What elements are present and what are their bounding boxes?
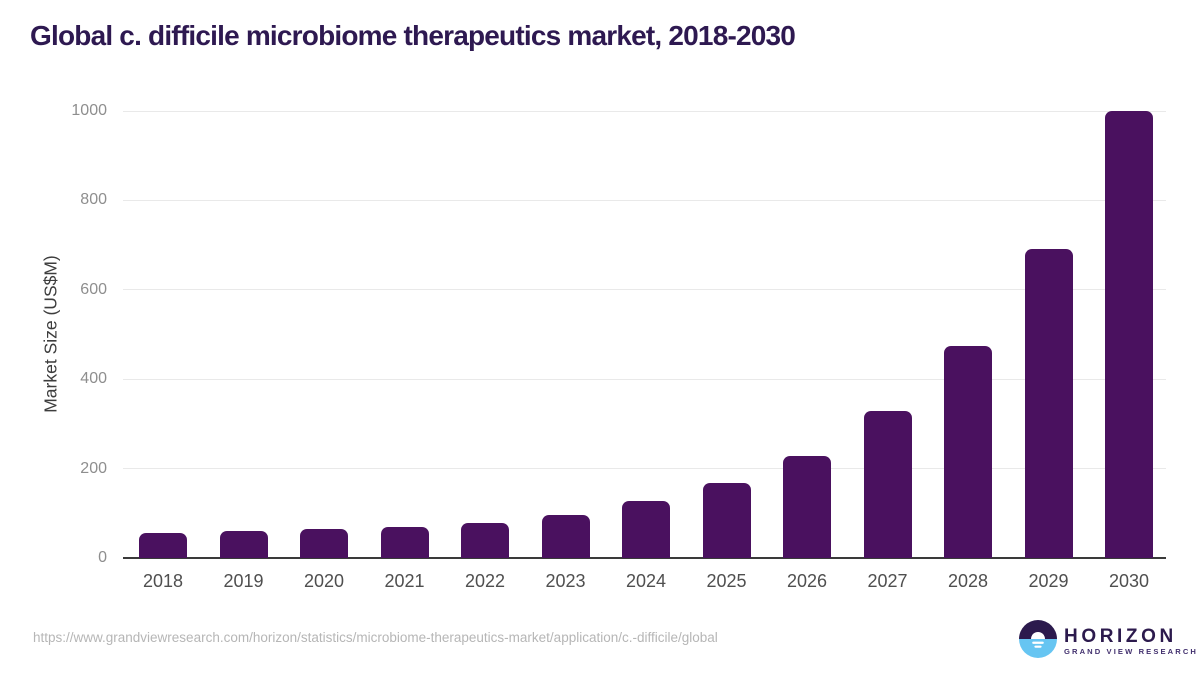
source-url: https://www.grandviewresearch.com/horizo… xyxy=(33,630,718,645)
x-tick-label-2018: 2018 xyxy=(142,571,184,591)
horizon-logo: HORIZON GRAND VIEW RESEARCH xyxy=(1019,620,1198,663)
x-tick-label-2030: 2030 xyxy=(1108,571,1150,591)
x-tick-label-2029: 2029 xyxy=(1028,571,1069,591)
x-tick-label-2024: 2024 xyxy=(625,571,667,591)
bar-2030 xyxy=(1105,111,1153,558)
gridline-1000 xyxy=(123,110,1166,112)
gridline-400 xyxy=(123,378,1166,380)
bar-2019 xyxy=(219,530,268,558)
x-tick-label-2019: 2019 xyxy=(223,571,264,591)
horizon-logo-icon xyxy=(1019,620,1057,663)
plot-area: 0 200 400 600 800 1000 2018 2019 2020 2021 2022 202… xyxy=(71,102,1166,591)
x-tick-label-2020: 2020 xyxy=(303,571,345,591)
bar-2028 xyxy=(944,345,992,558)
x-tick-label-2025: 2025 xyxy=(706,571,747,591)
bar-2018 xyxy=(139,533,187,558)
gridline-600 xyxy=(123,289,1166,291)
x-tick-label-2021: 2021 xyxy=(384,571,425,591)
bar-2021 xyxy=(380,526,429,558)
y-tick-label-400: 400 xyxy=(80,370,107,388)
x-axis-line xyxy=(123,557,1166,559)
y-tick-label-200: 200 xyxy=(80,459,107,477)
x-tick-label-2028: 2028 xyxy=(947,571,989,591)
gridline-800 xyxy=(123,199,1166,201)
y-tick-label-1000: 1000 xyxy=(71,102,107,119)
page-title: Global c. difficile microbiome therapeut… xyxy=(30,20,796,51)
bar-2026 xyxy=(783,456,831,558)
y-tick-label-600: 600 xyxy=(80,280,107,298)
y-tick-label-0: 0 xyxy=(98,549,107,566)
bar-2020 xyxy=(300,529,348,558)
y-tick-label-800: 800 xyxy=(80,191,107,209)
x-tick-label-2022: 2022 xyxy=(464,571,506,591)
x-tick-label-2027: 2027 xyxy=(867,571,908,591)
bar-2025 xyxy=(702,483,751,558)
x-tick-label-2023: 2023 xyxy=(545,571,586,591)
x-tick-label-2026: 2026 xyxy=(786,571,828,591)
gridline-200 xyxy=(123,468,1166,470)
logo-brand: HORIZON xyxy=(1064,626,1177,647)
bar-2023 xyxy=(541,515,590,558)
logo-subbrand: GRAND VIEW RESEARCH xyxy=(1064,647,1198,656)
bar-2022 xyxy=(461,522,509,558)
bar-2029 xyxy=(1024,248,1073,558)
bar-2027 xyxy=(863,410,912,558)
bar-2024 xyxy=(622,501,670,558)
logo-text: HORIZON GRAND VIEW RESEARCH xyxy=(1064,626,1198,657)
